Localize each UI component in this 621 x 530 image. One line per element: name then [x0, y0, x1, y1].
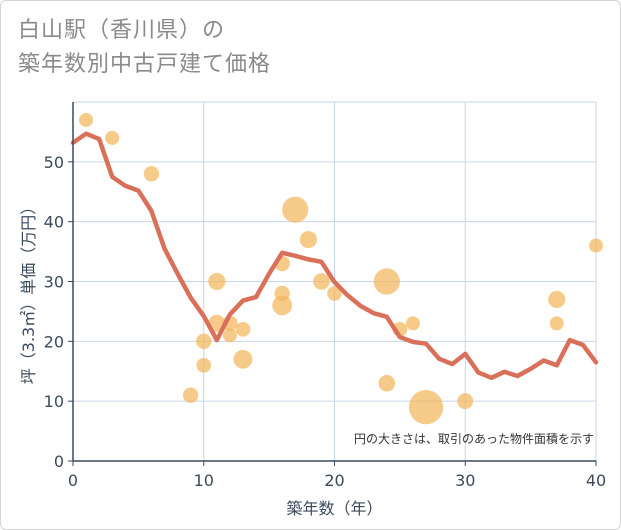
data-bubble — [235, 322, 251, 337]
y-tick-label: 40 — [44, 213, 64, 232]
data-bubble — [79, 112, 94, 127]
data-bubble — [313, 273, 330, 290]
y-tick-label: 30 — [44, 273, 64, 292]
data-bubble — [549, 316, 564, 331]
data-bubble — [548, 290, 566, 309]
y-tick-label: 10 — [44, 392, 64, 411]
x-axis-label: 築年数（年） — [286, 499, 382, 518]
data-bubble — [272, 295, 293, 316]
chart-title: 白山駅（香川県）の 築年数別中古戸建て価格 — [18, 14, 271, 82]
data-bubble — [105, 130, 120, 145]
data-bubble — [282, 196, 309, 223]
data-bubble — [233, 349, 253, 369]
data-bubble — [373, 268, 400, 295]
x-tick-label: 10 — [194, 471, 214, 490]
title-line-1: 白山駅（香川県）の — [18, 18, 226, 43]
data-bubble — [208, 272, 226, 291]
data-bubble — [327, 286, 342, 301]
data-bubble — [589, 238, 603, 253]
y-tick-label: 50 — [44, 153, 64, 172]
data-bubble — [143, 166, 160, 182]
size-annotation: 円の大きさは、取引のあった物件面積を示す — [354, 431, 594, 446]
bubble-series — [79, 112, 603, 425]
data-bubble — [222, 328, 237, 343]
x-tick-label: 0 — [68, 471, 78, 490]
y-tick-label: 20 — [44, 332, 64, 351]
data-bubble — [299, 231, 317, 249]
y-tick-label: 0 — [54, 452, 64, 471]
x-tick-label: 40 — [586, 471, 606, 490]
data-bubble — [196, 333, 212, 350]
x-tick-label: 20 — [324, 471, 344, 490]
data-bubble — [378, 374, 396, 392]
data-bubble — [196, 357, 212, 373]
average-line — [70, 131, 599, 381]
data-bubble — [405, 316, 420, 331]
average-line-series — [70, 131, 599, 381]
data-bubble — [183, 387, 199, 403]
x-tick-label: 30 — [455, 471, 475, 490]
y-axis-label: 坪（3.3㎡）単価（万円） — [19, 199, 38, 384]
axes: 0 10 20 30 40 0 10 20 30 40 50 — [44, 102, 606, 490]
data-bubble — [457, 393, 474, 410]
data-bubble — [408, 390, 444, 425]
title-line-2: 築年数別中古戸建て価格 — [18, 52, 272, 77]
